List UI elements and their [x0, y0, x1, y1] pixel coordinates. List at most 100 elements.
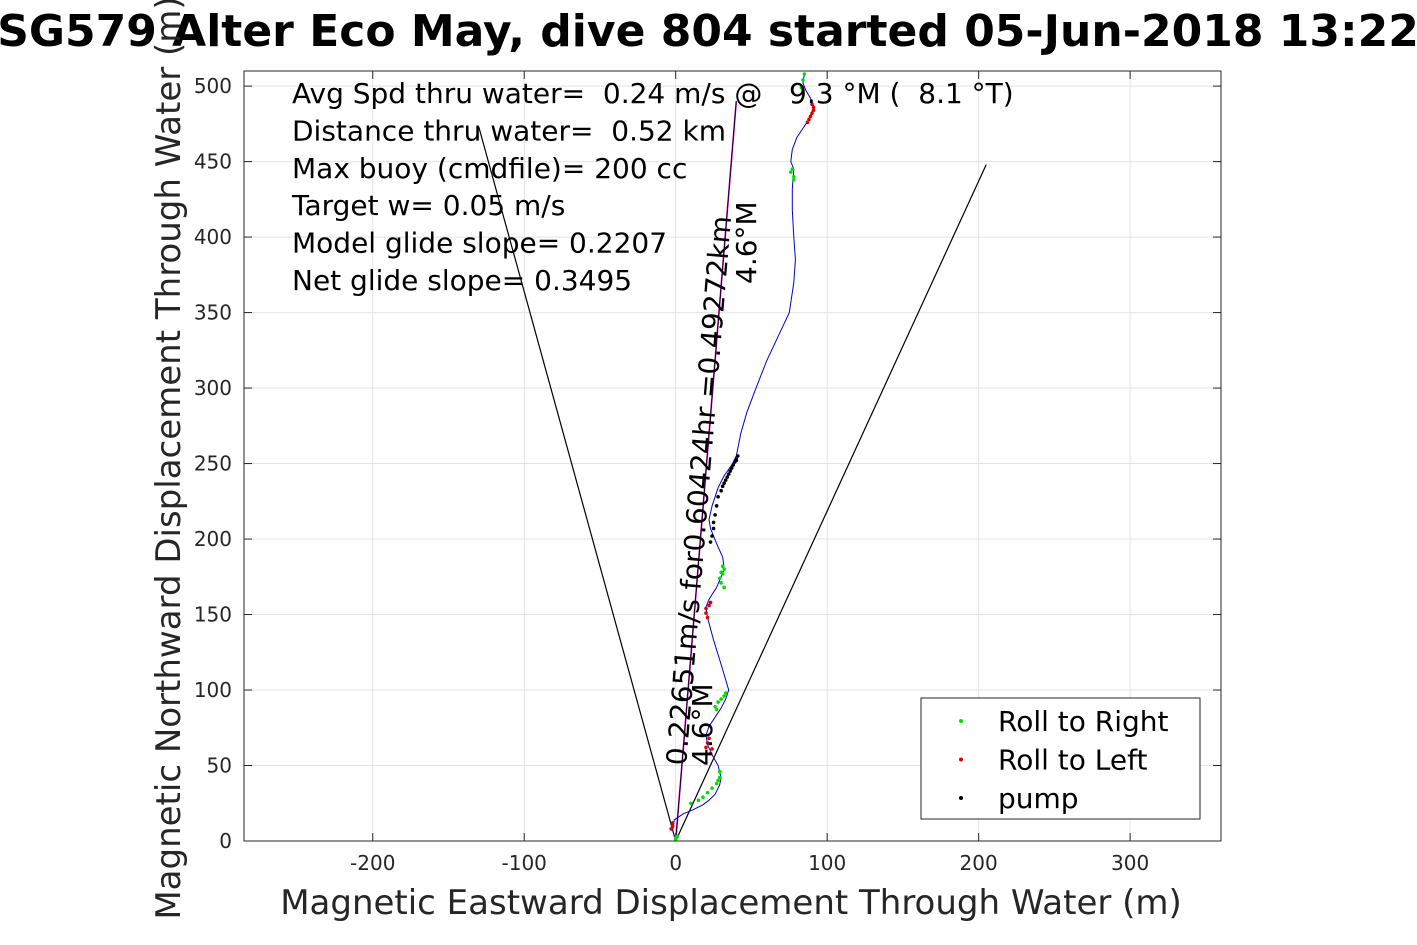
- data-point: [710, 534, 714, 538]
- annotation-line: Target w= 0.05 m/s: [291, 189, 565, 222]
- data-point: [789, 170, 793, 174]
- dive-trajectory-line: [672, 73, 815, 842]
- x-tick-label: 300: [1111, 851, 1149, 875]
- data-point: [716, 700, 720, 704]
- plot-lines: [478, 73, 987, 842]
- data-point: [725, 475, 729, 479]
- data-point: [726, 472, 731, 476]
- data-point: [802, 72, 807, 76]
- y-tick-label: 450: [194, 150, 232, 174]
- legend-label: Roll to Right: [998, 705, 1169, 738]
- data-point: [719, 570, 723, 575]
- data-point: [720, 484, 725, 488]
- plot-markers: [669, 72, 816, 842]
- legend-marker: [959, 757, 963, 762]
- y-tick-label: 250: [194, 452, 232, 476]
- data-point: [713, 513, 717, 517]
- legend-label: Roll to Left: [998, 744, 1147, 777]
- legend-marker: [959, 719, 963, 723]
- data-point: [717, 769, 722, 774]
- data-point: [708, 751, 713, 756]
- data-point: [723, 691, 728, 695]
- chart-title: SG579 Alter Eco May, dive 804 started 05…: [0, 6, 1417, 57]
- heading-cone-line: [675, 164, 987, 842]
- data-point: [731, 463, 736, 467]
- y-tick-label: 300: [194, 376, 232, 400]
- x-tick-label: -200: [350, 851, 395, 875]
- data-point: [708, 600, 713, 605]
- data-point: [670, 821, 675, 825]
- data-point: [734, 457, 739, 461]
- data-point: [701, 795, 705, 800]
- data-point: [689, 801, 693, 806]
- heading-angle-label: 4.6°M: [730, 201, 763, 284]
- data-point: [670, 824, 675, 828]
- annotation-line: Max buoy (cmdfile)= 200 cc: [292, 152, 687, 185]
- data-point: [716, 778, 720, 783]
- y-axis-label: Magnetic Northward Displacement Through …: [149, 0, 189, 920]
- data-point: [722, 694, 726, 698]
- data-point: [790, 167, 795, 171]
- annotation-block: Avg Spd thru water= 0.24 m/s @ 9.3 °M ( …: [291, 77, 1014, 297]
- x-axis-ticks: -200 -100 0 100 200 300: [350, 71, 1149, 875]
- data-point: [705, 741, 710, 745]
- data-point: [717, 576, 722, 581]
- data-point: [723, 478, 728, 482]
- data-point: [704, 606, 708, 611]
- annotation-line: Distance thru water= 0.52 km: [292, 114, 726, 147]
- data-point: [722, 481, 726, 485]
- data-point: [705, 615, 710, 620]
- y-tick-label: 150: [194, 603, 232, 627]
- heading-cone-line: [478, 126, 677, 842]
- data-point: [719, 581, 723, 585]
- data-point: [720, 564, 725, 569]
- x-tick-label: 0: [669, 851, 682, 875]
- data-point: [807, 117, 811, 122]
- y-tick-label: 200: [194, 527, 232, 551]
- series-roll-to-right: [673, 72, 807, 842]
- data-point: [722, 567, 726, 572]
- x-axis-label: Magnetic Eastward Displacement Through W…: [280, 883, 1182, 923]
- data-point: [801, 78, 805, 82]
- y-tick-label: 100: [194, 678, 232, 702]
- y-tick-label: 350: [194, 301, 232, 325]
- y-axis-ticks: 0 50 100 150 200 250 300 350 400 450 500: [194, 74, 1221, 853]
- data-point: [705, 790, 710, 795]
- series-pump: [708, 454, 740, 544]
- data-point: [810, 111, 814, 116]
- data-point: [792, 174, 796, 179]
- y-tick-label: 0: [219, 829, 232, 853]
- data-point: [728, 469, 733, 473]
- data-point: [808, 114, 813, 119]
- data-point: [719, 488, 723, 493]
- data-point: [707, 736, 711, 741]
- x-tick-label: -100: [502, 851, 547, 875]
- data-point: [722, 585, 726, 590]
- plot-frame: [243, 70, 1222, 842]
- data-point: [696, 798, 701, 803]
- data-point: [729, 466, 734, 470]
- data-point: [716, 494, 720, 499]
- data-point: [810, 102, 814, 107]
- data-point: [811, 105, 816, 110]
- annotation-line: Model glide slope= 0.2207: [292, 227, 667, 260]
- data-point: [711, 520, 716, 525]
- legend-label: pump: [998, 782, 1079, 815]
- data-point: [707, 603, 711, 608]
- data-point: [708, 540, 713, 544]
- mean-heading-line-core: [675, 101, 737, 842]
- y-tick-label: 400: [194, 225, 232, 249]
- data-point: [710, 747, 714, 751]
- data-point: [675, 834, 680, 839]
- data-point: [717, 775, 722, 780]
- annotation-line: Avg Spd thru water= 0.24 m/s @ 9.3 °M ( …: [292, 77, 1014, 110]
- data-point: [736, 454, 740, 458]
- data-point: [714, 504, 719, 508]
- legend-box: [920, 697, 1201, 820]
- legend: Roll to Right Roll to Left pump: [920, 697, 1201, 820]
- data-point: [710, 786, 714, 790]
- data-point: [669, 827, 673, 831]
- data-point: [714, 707, 719, 712]
- heading-angle-label: 4.6°M: [686, 683, 719, 766]
